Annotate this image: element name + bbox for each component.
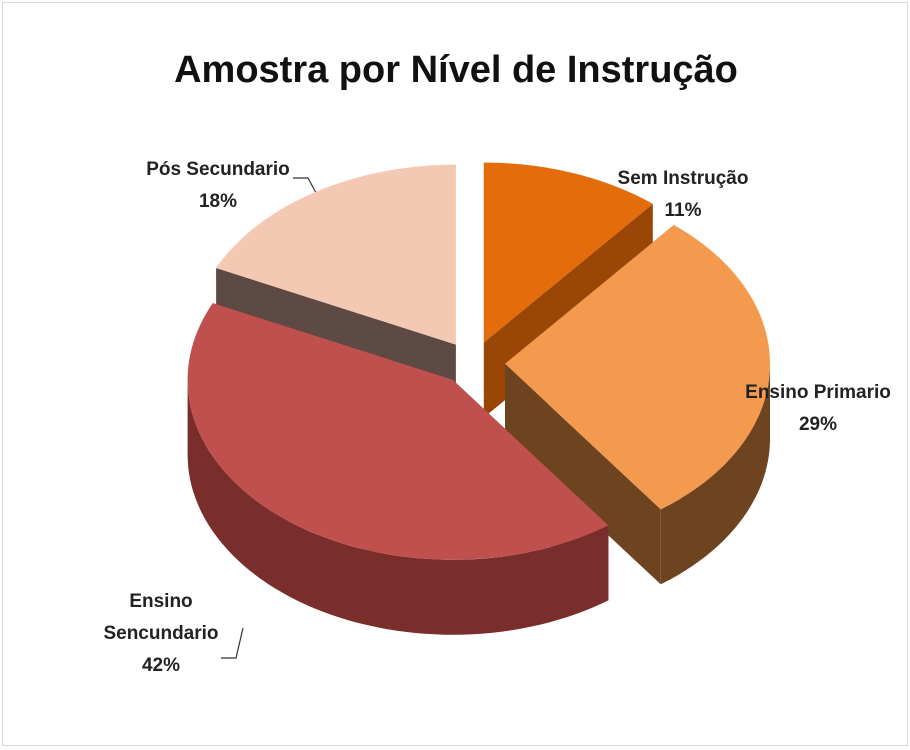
slice [187,303,609,635]
category-label: Sem Instrução [617,168,749,189]
slice-outer-wall [187,379,609,635]
slice-outer-wall [660,363,770,585]
slice-top [187,303,609,560]
slice [505,225,770,585]
slice-top [216,164,456,345]
data-label: Ensino Sencundario 42% [91,586,231,682]
slice-top [483,162,653,343]
chart [187,162,770,659]
category-label: Ensino Primario [745,382,891,403]
category-label: Pós Secundario [146,159,290,180]
data-label: Pós Secundario 18% [118,154,318,218]
chart-title: Amostra por Nível de Instrução [174,49,738,91]
value-label: 11% [664,200,702,221]
leader-line [221,627,244,659]
data-label: Ensino Primario 29% [718,377,910,441]
value-label: 42% [141,655,181,676]
slice-side-wall [505,363,661,585]
slice-top [505,225,770,510]
value-label: 18% [198,191,238,212]
data-label: Sem Instrução 11% [583,163,783,227]
category-label: Ensino Sencundario [103,591,219,644]
value-label: 29% [798,414,838,435]
